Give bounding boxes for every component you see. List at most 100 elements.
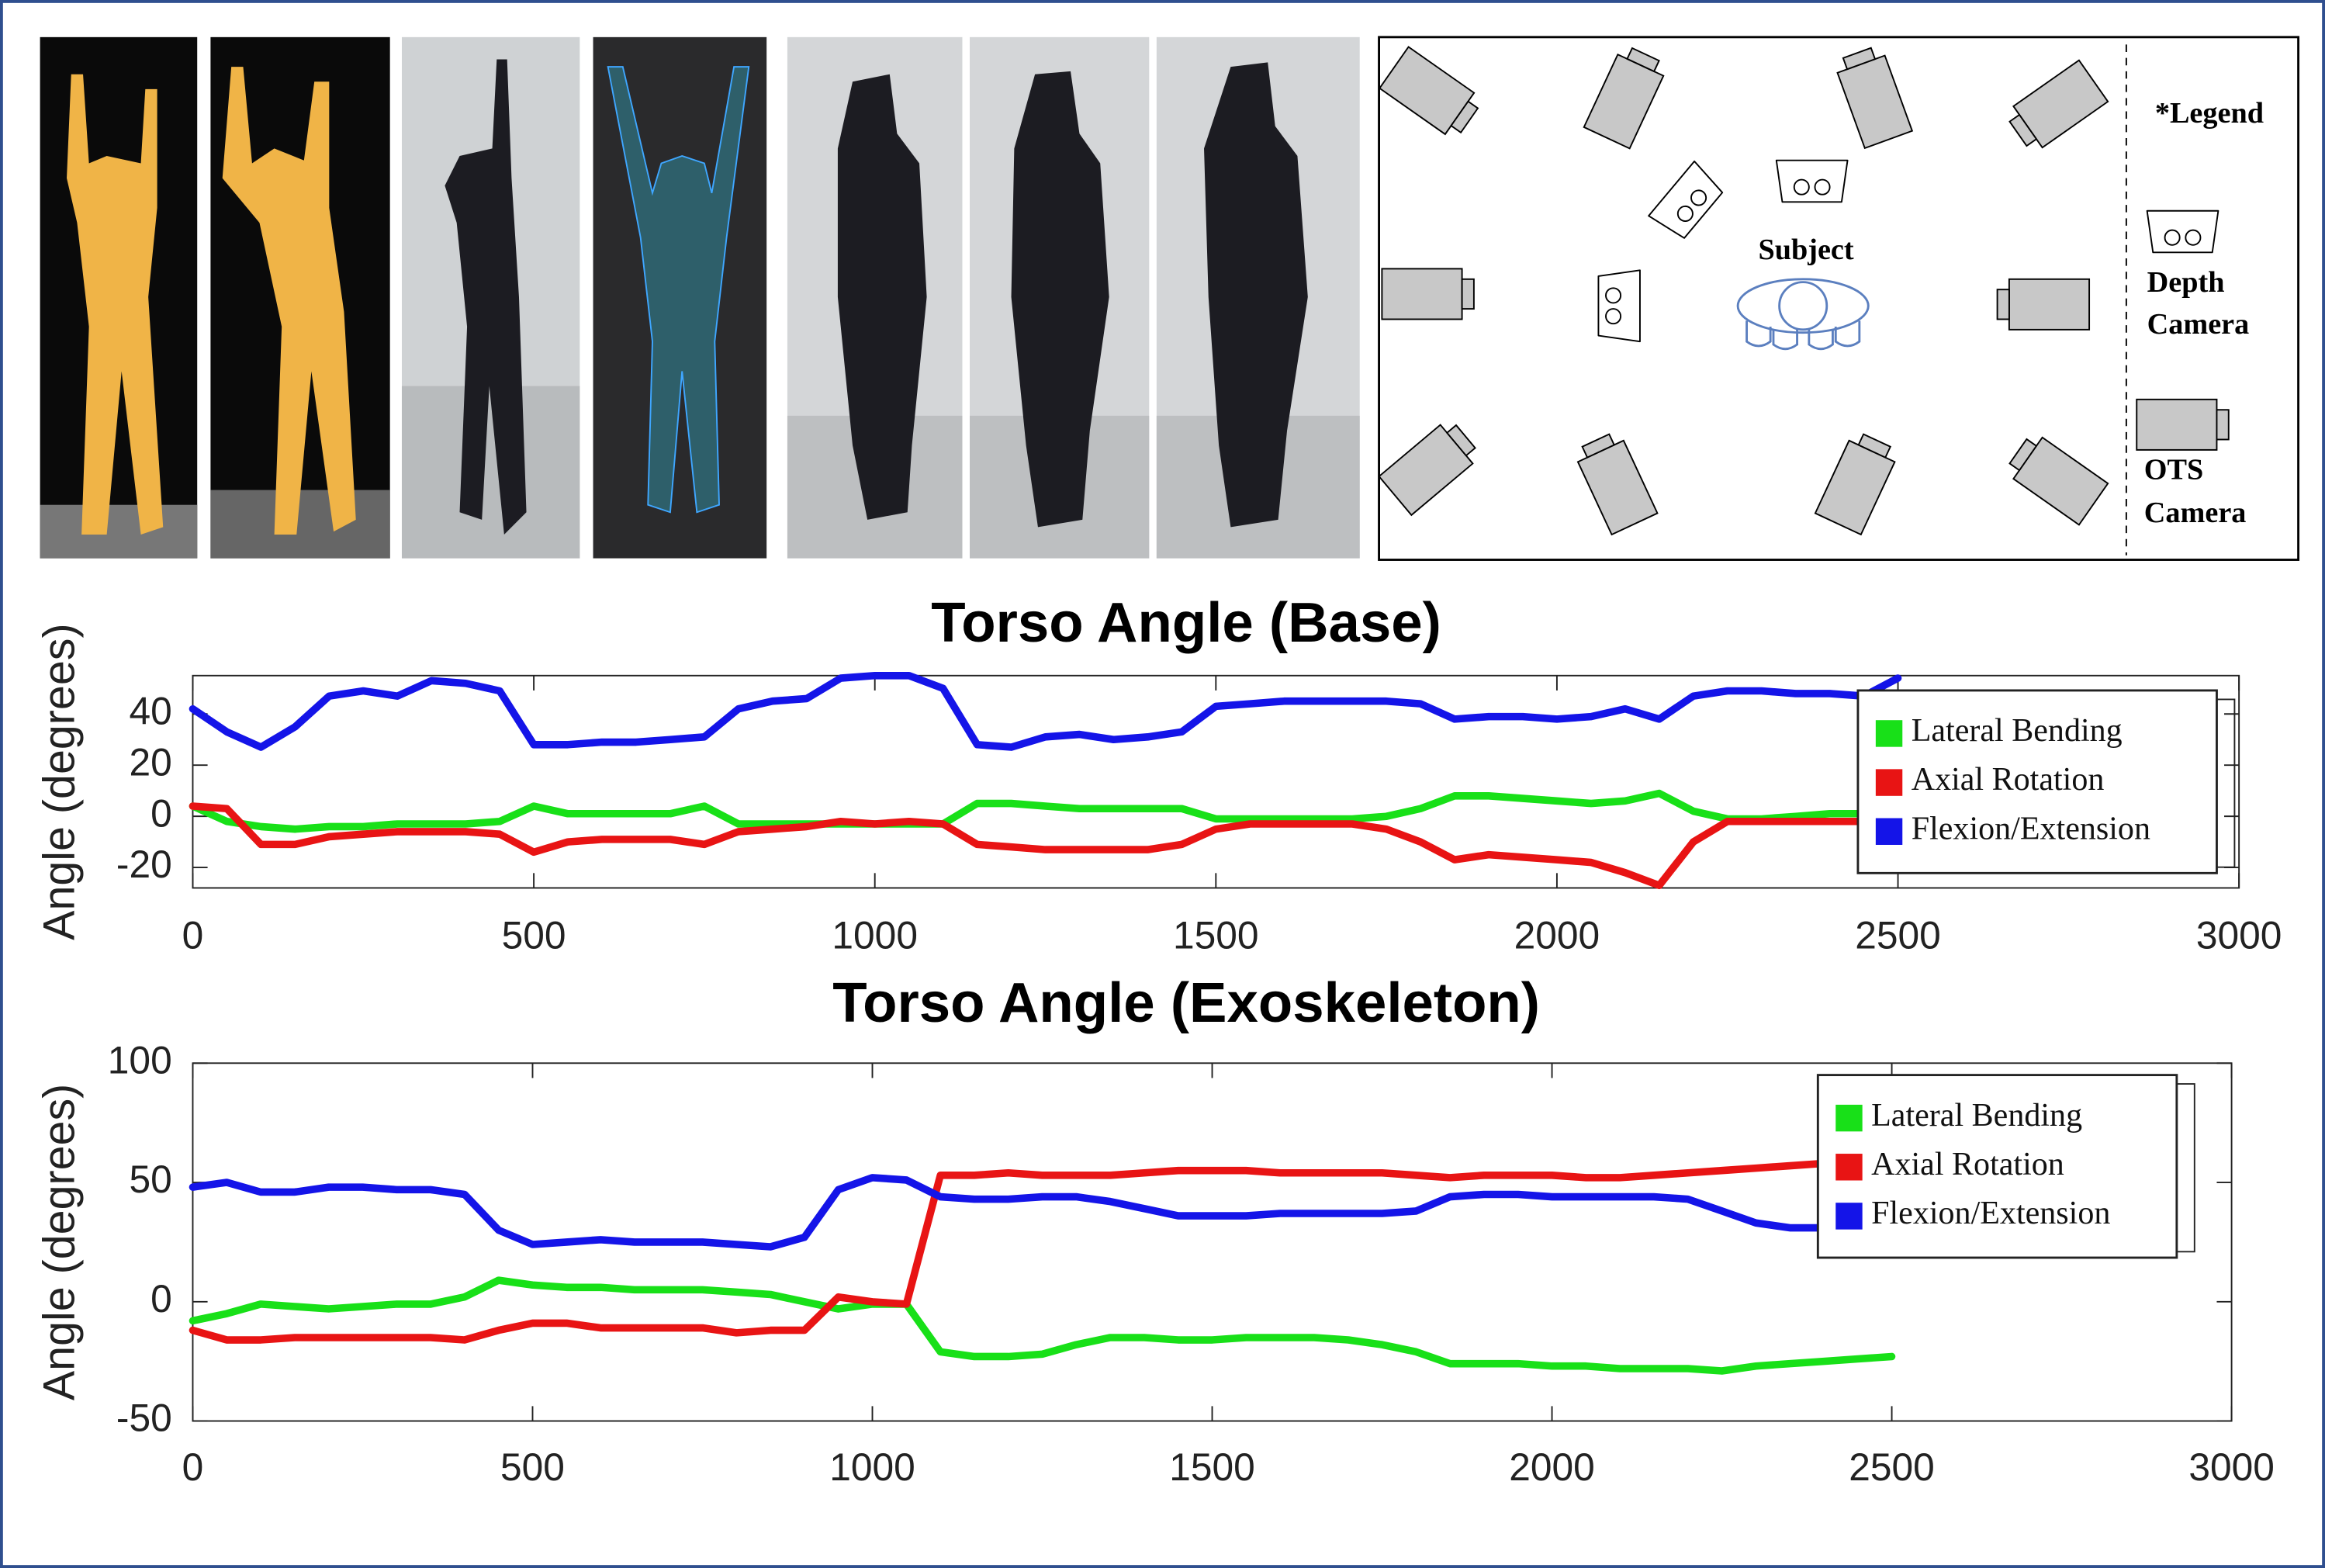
y-tick-label: 20 xyxy=(129,740,171,784)
y-axis-label: Angle (degrees) xyxy=(34,1084,84,1400)
data-line xyxy=(189,802,1868,889)
photo-figure xyxy=(1011,71,1109,528)
x-tick-label: 2500 xyxy=(1849,1445,1935,1489)
photo-floor xyxy=(40,504,198,559)
camera-lens xyxy=(2008,113,2038,147)
camera-body xyxy=(2008,278,2091,331)
y-tick-label: 100 xyxy=(108,1038,172,1082)
camera-lens xyxy=(1626,47,1660,73)
data-line xyxy=(189,1276,1896,1375)
ots-camera-label: Camera xyxy=(2144,497,2247,529)
camera-body xyxy=(1597,269,1641,343)
ots-camera xyxy=(1836,47,1914,150)
legend-box xyxy=(1816,1074,2178,1259)
photo-figure xyxy=(222,67,356,535)
ots-camera xyxy=(1378,424,1476,517)
legend-label: Axial Rotation xyxy=(1912,762,2105,798)
subject-icon xyxy=(1736,278,1870,351)
ots-camera xyxy=(1576,433,1659,536)
camera-lens xyxy=(1996,289,2010,320)
ots-camera xyxy=(2136,398,2230,451)
x-tick-label: 0 xyxy=(182,914,204,957)
legend-shadow xyxy=(2176,1083,2195,1253)
ots-camera xyxy=(1814,433,1896,536)
camera-body xyxy=(2136,398,2218,451)
depth-camera xyxy=(1648,160,1724,239)
camera-lens xyxy=(1690,189,1707,206)
camera-lens xyxy=(1605,308,1622,325)
photo-figure xyxy=(1204,62,1308,528)
photo-figure xyxy=(837,74,927,520)
chart-title: Torso Angle (Exoskeleton) xyxy=(832,971,1540,1034)
ots-camera xyxy=(1996,278,2091,331)
camera-lens xyxy=(1450,100,1479,134)
ots-camera xyxy=(1381,268,1475,320)
legend-swatch xyxy=(1835,1104,1863,1132)
legend-label: Flexion/Extension xyxy=(1871,1196,2110,1231)
x-tick-label: 500 xyxy=(502,914,566,957)
x-tick-label: 2000 xyxy=(1509,1445,1595,1489)
x-tick-label: 3000 xyxy=(2196,914,2282,957)
camera-body xyxy=(1648,160,1724,239)
ots-camera xyxy=(1583,47,1665,150)
x-tick-label: 3000 xyxy=(2188,1445,2275,1489)
x-tick-label: 0 xyxy=(182,1445,204,1489)
photo-panels xyxy=(40,36,1360,559)
x-tick-label: 2000 xyxy=(1514,914,1600,957)
depth-camera-label: Camera xyxy=(2147,308,2250,341)
data-line xyxy=(189,1174,1828,1251)
x-tick-label: 1000 xyxy=(832,914,918,957)
camera-lens xyxy=(1793,178,1810,196)
depth-camera xyxy=(1775,159,1849,203)
y-tick-label: 0 xyxy=(151,1277,172,1321)
y-tick-label: 40 xyxy=(129,689,171,732)
depth-camera-label: Depth xyxy=(2147,266,2225,299)
camera-body xyxy=(2146,209,2219,254)
x-tick-label: 1000 xyxy=(829,1445,915,1489)
legend-label: Lateral Bending xyxy=(1871,1098,2082,1134)
y-axis-label: Angle (degrees) xyxy=(34,623,84,940)
legend-box xyxy=(1856,689,2218,874)
ots-camera xyxy=(2008,59,2109,149)
camera-lens xyxy=(1461,278,1475,310)
y-tick-label: -20 xyxy=(116,843,172,886)
camera-body xyxy=(1775,159,1849,203)
legend-swatch xyxy=(1835,1203,1863,1230)
camera-lens xyxy=(1581,433,1615,459)
legend-title: *Legend xyxy=(2155,97,2264,130)
photo-floor xyxy=(210,490,390,559)
legend-label: Axial Rotation xyxy=(1871,1147,2064,1182)
legend-swatch xyxy=(1875,818,1903,845)
legend-swatch xyxy=(1875,769,1903,796)
x-tick-label: 2500 xyxy=(1855,914,1941,957)
camera-lens xyxy=(2008,438,2038,472)
ots-camera xyxy=(2008,436,2109,526)
photo-figure xyxy=(445,59,527,535)
y-tick-label: 0 xyxy=(151,791,172,835)
chart-title: Torso Angle (Base) xyxy=(931,591,1441,654)
camera-body xyxy=(1381,268,1463,320)
ots-camera xyxy=(1378,46,1479,136)
y-tick-label: 50 xyxy=(129,1158,171,1201)
ots-camera-label: OTS xyxy=(2144,453,2203,486)
camera-lens xyxy=(1676,205,1694,222)
photo-floor xyxy=(401,386,580,559)
setup-diagram: Subject *Legend Depth Camera OTS Camera xyxy=(1378,36,2300,561)
y-tick-label: -50 xyxy=(116,1397,172,1440)
camera-lens xyxy=(2185,229,2202,246)
x-tick-label: 1500 xyxy=(1169,1445,1255,1489)
data-line xyxy=(189,672,1902,751)
camera-lens xyxy=(2164,229,2181,246)
depth-camera xyxy=(1597,269,1641,343)
data-line xyxy=(189,1159,1828,1344)
photo-figure xyxy=(67,74,164,535)
legend-label: Flexion/Extension xyxy=(1912,811,2150,846)
legend-swatch xyxy=(1875,720,1903,747)
camera-lens xyxy=(1814,178,1831,196)
cameras xyxy=(1378,46,2230,536)
legend-label: Lateral Bending xyxy=(1912,713,2123,749)
camera-lens xyxy=(1445,424,1476,457)
camera-lens xyxy=(1857,433,1892,459)
